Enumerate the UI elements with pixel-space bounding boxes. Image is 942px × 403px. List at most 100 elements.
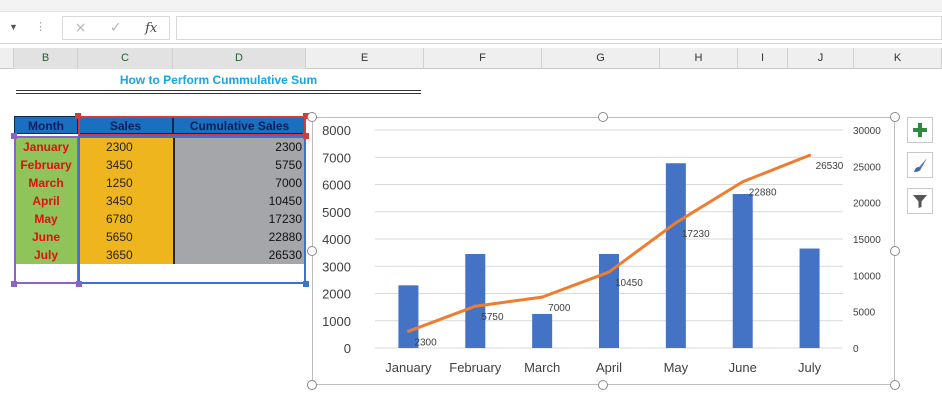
line-point (406, 329, 410, 333)
bar (532, 313, 553, 348)
select-all-corner[interactable] (0, 48, 14, 69)
data-label: 2300 (414, 337, 437, 348)
bar (799, 248, 820, 348)
header-cumulative-sales[interactable]: Cumulative Sales (173, 116, 306, 134)
range-resize-handle[interactable] (11, 281, 17, 287)
cell-month[interactable]: May (14, 210, 78, 228)
formula-bar: ▼ ⋮ × ✓ fx (0, 12, 942, 44)
cell-cumulative[interactable]: 22880 (173, 228, 306, 246)
chart-resize-handle-br[interactable] (890, 380, 900, 390)
cell-sales[interactable]: 3650 (78, 246, 173, 264)
cell-cumulative[interactable]: 5750 (173, 156, 306, 174)
line-point (540, 295, 544, 299)
range-resize-handle[interactable] (303, 113, 309, 119)
column-header-e[interactable]: E (306, 48, 424, 69)
table-row: March 1250 7000 (14, 174, 306, 192)
cell-cumulative[interactable]: 7000 (173, 174, 306, 192)
bar (732, 194, 753, 348)
chart-resize-handle-r[interactable] (890, 246, 900, 256)
filter-icon (913, 195, 927, 208)
line-point (473, 304, 477, 308)
range-resize-handle[interactable] (76, 281, 82, 287)
bar (398, 285, 419, 348)
table-row: July 3650 26530 (14, 246, 306, 264)
chart-elements-button[interactable] (907, 117, 933, 143)
cell-sales[interactable]: 3450 (78, 192, 173, 210)
chart-resize-handle-t[interactable] (598, 112, 608, 122)
enter-icon[interactable]: ✓ (109, 20, 122, 36)
y-axis-tick-label: 5000 (322, 205, 351, 220)
range-resize-handle[interactable] (303, 281, 309, 287)
cell-month[interactable]: January (14, 138, 78, 156)
cancel-icon[interactable]: × (74, 20, 87, 36)
chart-plot: 0 1000 2000 3000 4000 5000 6000 7000 8000 0 5000 10… (322, 123, 881, 375)
table-row: January 2300 2300 (14, 138, 306, 156)
name-box-dropdown-icon[interactable]: ▼ (9, 22, 18, 32)
title-double-underline (16, 93, 421, 94)
sheet-title[interactable]: How to Perform Cummulative Sum (119, 73, 318, 87)
cell-cumulative[interactable]: 26530 (173, 246, 306, 264)
cell-sales[interactable]: 1250 (78, 174, 173, 192)
column-header-j[interactable]: J (788, 48, 854, 69)
bar (465, 253, 486, 348)
cell-month[interactable]: April (14, 192, 78, 210)
column-header-d[interactable]: D (173, 48, 306, 69)
range-resize-handle[interactable] (303, 133, 309, 139)
data-label: 7000 (548, 303, 571, 314)
line-point (808, 153, 812, 157)
bar (665, 163, 686, 348)
chart-styles-button[interactable] (907, 152, 933, 178)
cell-month[interactable]: February (14, 156, 78, 174)
range-resize-handle[interactable] (75, 113, 81, 119)
x-axis-tick-label: May (664, 360, 689, 375)
cell-month[interactable]: March (14, 174, 78, 192)
cell-sales[interactable]: 6780 (78, 210, 173, 228)
column-header-c[interactable]: C (78, 48, 173, 69)
bar (599, 253, 619, 348)
chart-resize-handle-l[interactable] (307, 246, 317, 256)
data-label: 10450 (615, 278, 643, 289)
line-point (674, 221, 678, 225)
y-axis-tick-label: 0 (344, 341, 351, 356)
y-axis-tick-label: 1000 (322, 314, 351, 329)
x-axis-tick-label: February (449, 360, 502, 375)
data-label: 22880 (749, 188, 777, 199)
cell-sales[interactable]: 3450 (78, 156, 173, 174)
y-axis-tick-label: 3000 (322, 259, 351, 274)
header-sales[interactable]: Sales (78, 116, 173, 134)
cell-sales[interactable]: 5650 (78, 228, 173, 246)
column-header-b[interactable]: B (14, 48, 78, 69)
chart-resize-handle-tl[interactable] (307, 112, 317, 122)
cell-cumulative[interactable]: 10450 (173, 192, 306, 210)
column-header-k[interactable]: K (854, 48, 942, 69)
combo-chart[interactable]: 0 1000 2000 3000 4000 5000 6000 7000 8000 0 5000 10… (312, 117, 895, 385)
chart-filters-button[interactable] (907, 188, 933, 214)
header-month[interactable]: Month (14, 116, 78, 134)
y2-axis-tick-label: 30000 (853, 126, 881, 137)
column-header-f[interactable]: F (424, 48, 542, 69)
brush-icon (914, 158, 927, 172)
range-resize-handle[interactable] (11, 133, 17, 139)
line-point (741, 180, 745, 184)
column-header-g[interactable]: G (542, 48, 660, 69)
line-point (607, 270, 611, 274)
cell-sales[interactable]: 2300 (78, 138, 173, 156)
y2-axis-tick-label: 10000 (853, 271, 881, 282)
insert-function-icon[interactable]: fx (145, 20, 158, 36)
column-header-i[interactable]: I (738, 48, 788, 69)
chart-resize-handle-bl[interactable] (307, 380, 317, 390)
chart-resize-handle-tr[interactable] (890, 112, 900, 122)
formula-bar-resize-handle[interactable]: ⋮ (35, 21, 46, 33)
cell-month[interactable]: June (14, 228, 78, 246)
column-header-h[interactable]: H (660, 48, 738, 69)
cell-month[interactable]: July (14, 246, 78, 264)
y-axis-tick-label: 8000 (322, 123, 351, 138)
x-axis-tick-label: July (798, 360, 822, 375)
formula-input[interactable] (176, 16, 942, 40)
x-axis-tick-label: January (385, 360, 432, 375)
plus-icon (913, 123, 927, 137)
column-headers: B C D E F G H I J K (0, 48, 942, 69)
cell-cumulative[interactable]: 17230 (173, 210, 306, 228)
cell-cumulative[interactable]: 2300 (173, 138, 306, 156)
chart-resize-handle-b[interactable] (598, 380, 608, 390)
